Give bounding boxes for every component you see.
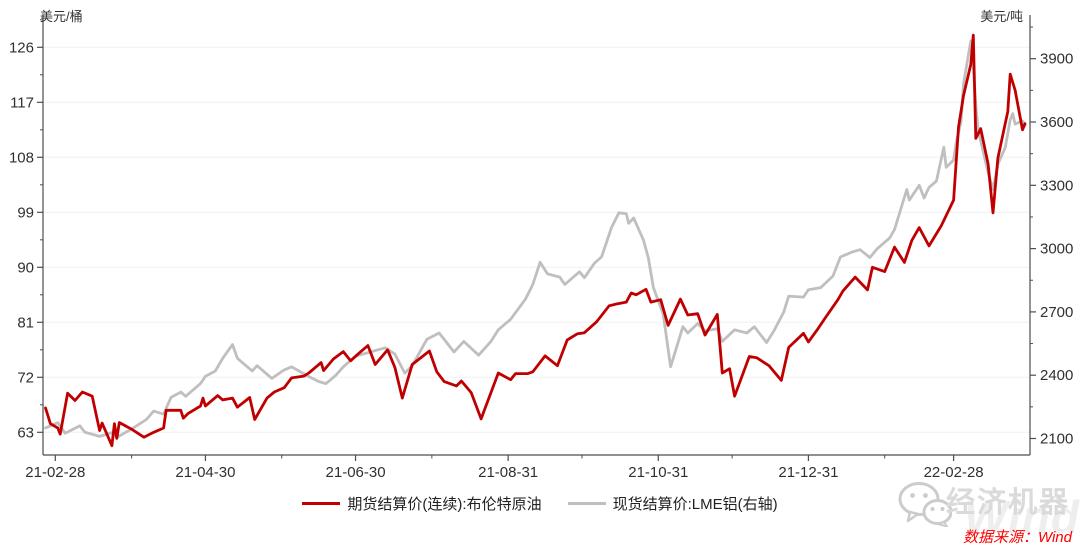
y-left-tick-label: 72 [17, 369, 34, 386]
y-left-tick-label: 108 [9, 149, 34, 166]
legend-item-brent: 期货结算价(连续):布伦特原油 [302, 493, 542, 514]
x-tick-label: 21-06-30 [326, 464, 386, 481]
wind-watermark: Wind [964, 491, 1080, 543]
y-right-tick-label: 3000 [1040, 241, 1073, 258]
legend-label-brent: 期货结算价(连续):布伦特原油 [347, 496, 542, 513]
x-tick-label: 21-10-31 [628, 464, 688, 481]
y-left-tick-label: 126 [9, 39, 34, 56]
data-source-note: 数据来源：Wind [962, 529, 1072, 546]
y-right-unit-label: 美元/吨 [980, 9, 1023, 24]
x-tick-label: 22-02-28 [924, 464, 984, 481]
wechat-icon [898, 481, 953, 532]
legend: 期货结算价(连续):布伦特原油 现货结算价:LME铝(右轴) [0, 493, 1080, 514]
y-left-tick-label: 63 [17, 424, 34, 441]
legend-swatch-aluminum [567, 502, 606, 505]
legend-label-aluminum: 现货结算价:LME铝(右轴) [612, 496, 778, 513]
y-right-tick-label: 3600 [1040, 114, 1073, 131]
x-tick-label: 21-02-28 [25, 464, 85, 481]
y-right-tick-label: 3900 [1040, 51, 1073, 68]
y-left-unit-label: 美元/桶 [40, 9, 83, 24]
legend-item-aluminum: 现货结算价:LME铝(右轴) [567, 493, 778, 514]
y-right-tick-label: 2400 [1040, 367, 1073, 384]
y-left-tick-label: 81 [17, 314, 34, 331]
y-right-tick-label: 3300 [1040, 177, 1073, 194]
y-right-tick-label: 2700 [1040, 304, 1073, 321]
legend-swatch-brent [302, 502, 341, 505]
y-left-tick-label: 117 [10, 94, 34, 111]
aluminum-line [44, 39, 1027, 439]
y-left-tick-label: 99 [17, 204, 34, 221]
x-tick-label: 21-12-31 [778, 464, 838, 481]
y-right-tick-label: 2100 [1040, 431, 1073, 448]
x-tick-label: 21-08-31 [478, 464, 538, 481]
brand-watermark: 经济机器 [945, 487, 1070, 519]
brent-line [44, 33, 1027, 448]
y-left-tick-label: 90 [17, 259, 34, 276]
x-tick-label: 21-04-30 [175, 464, 235, 481]
